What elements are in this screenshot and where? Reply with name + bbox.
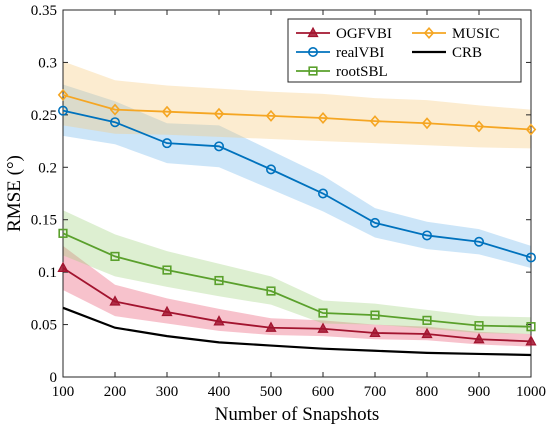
legend-marker-realvbi [307,46,318,57]
point-realvbi [525,252,536,263]
x-tick-label: 1000 [516,384,546,400]
point-rootsbl [162,265,172,275]
point-realvbi [57,105,68,116]
point-realvbi [110,117,121,128]
point-music [317,111,329,125]
point-rootsbl [422,315,432,325]
point-music [421,117,433,130]
point-music [525,123,537,136]
point-music [265,109,277,122]
point-ogfvbi [421,327,433,339]
line-ogfvbi [62,267,532,343]
point-ogfvbi [109,295,121,306]
point-realvbi [265,164,276,175]
point-music [109,103,121,116]
point-ogfvbi [525,335,537,346]
series-markers [57,88,537,346]
y-tick-label: 0.2 [38,160,57,176]
point-rootsbl [474,321,484,331]
point-ogfvbi [473,332,485,344]
y-tick-label: 0.25 [31,108,57,124]
tick-labels: 100 200 300 400 500 600 700 800 900 1000 0 0.05 0.1 0… [31,3,546,400]
legend-label-music: MUSIC [452,26,500,42]
legend: OGFVBI realVBI rootSBL MUSIC CRB [287,18,522,83]
point-rootsbl [110,251,120,262]
line-realvbi [62,109,532,259]
x-tick-label: 600 [312,384,335,400]
axes [62,9,532,378]
point-rootsbl [370,310,380,320]
legend-marker-ogfvbi [307,26,319,38]
x-tick-label: 300 [156,384,179,400]
y-tick-label: 0.35 [31,3,57,19]
y-tick-label: 0.1 [38,265,57,281]
x-tick-label: 100 [52,384,75,400]
legend-label-ogfvbi: OGFVBI [336,26,392,42]
point-music [369,115,381,128]
confidence-bands [63,61,531,347]
point-music [473,120,485,133]
point-ogfvbi [317,322,329,333]
legend-marker-rootsbl [308,66,318,76]
point-rootsbl [214,275,224,286]
line-rootsbl [62,232,532,328]
point-music [213,107,225,120]
point-ogfvbi [161,305,173,317]
x-tick-label: 800 [416,384,439,400]
point-rootsbl [58,228,68,238]
x-tick-label: 400 [208,384,231,400]
point-realvbi [317,188,328,199]
point-ogfvbi [57,261,69,273]
point-realvbi [369,217,380,228]
series-lines [62,94,532,357]
point-realvbi [162,138,173,149]
point-rootsbl [526,322,536,332]
point-ogfvbi [213,315,225,326]
point-ogfvbi [265,321,277,332]
point-realvbi [473,236,484,247]
y-tick-label: 0.15 [31,213,57,229]
band-rootsbl [63,210,531,335]
x-tick-label: 200 [104,384,127,400]
x-tick-label: 500 [260,384,283,400]
band-ogfvbi [63,245,531,347]
band-music [63,61,531,149]
point-ogfvbi [369,326,381,338]
x-tick-label: 700 [364,384,387,400]
legend-marker-music [423,26,435,40]
x-tick-label: 900 [468,384,491,400]
plot-frame [62,9,532,378]
band-realvbi [63,84,531,268]
point-realvbi [214,141,225,152]
y-tick-label: 0.05 [31,318,57,334]
line-music [62,94,532,131]
y-tick-label: 0.3 [38,55,57,71]
line-crb [62,306,532,357]
x-axis-title: Number of Snapshots [215,404,380,425]
legend-label-crb: CRB [452,45,482,61]
point-rootsbl [318,308,328,318]
y-axis-title: RMSE (°) [4,155,25,232]
point-rootsbl [266,286,276,296]
y-tick-label: 0 [50,370,58,386]
legend-label-realvbi: realVBI [336,45,384,61]
point-realvbi [421,230,432,241]
point-music [57,88,69,101]
legend-label-rootsbl: rootSBL [336,64,388,80]
point-music [161,105,173,118]
